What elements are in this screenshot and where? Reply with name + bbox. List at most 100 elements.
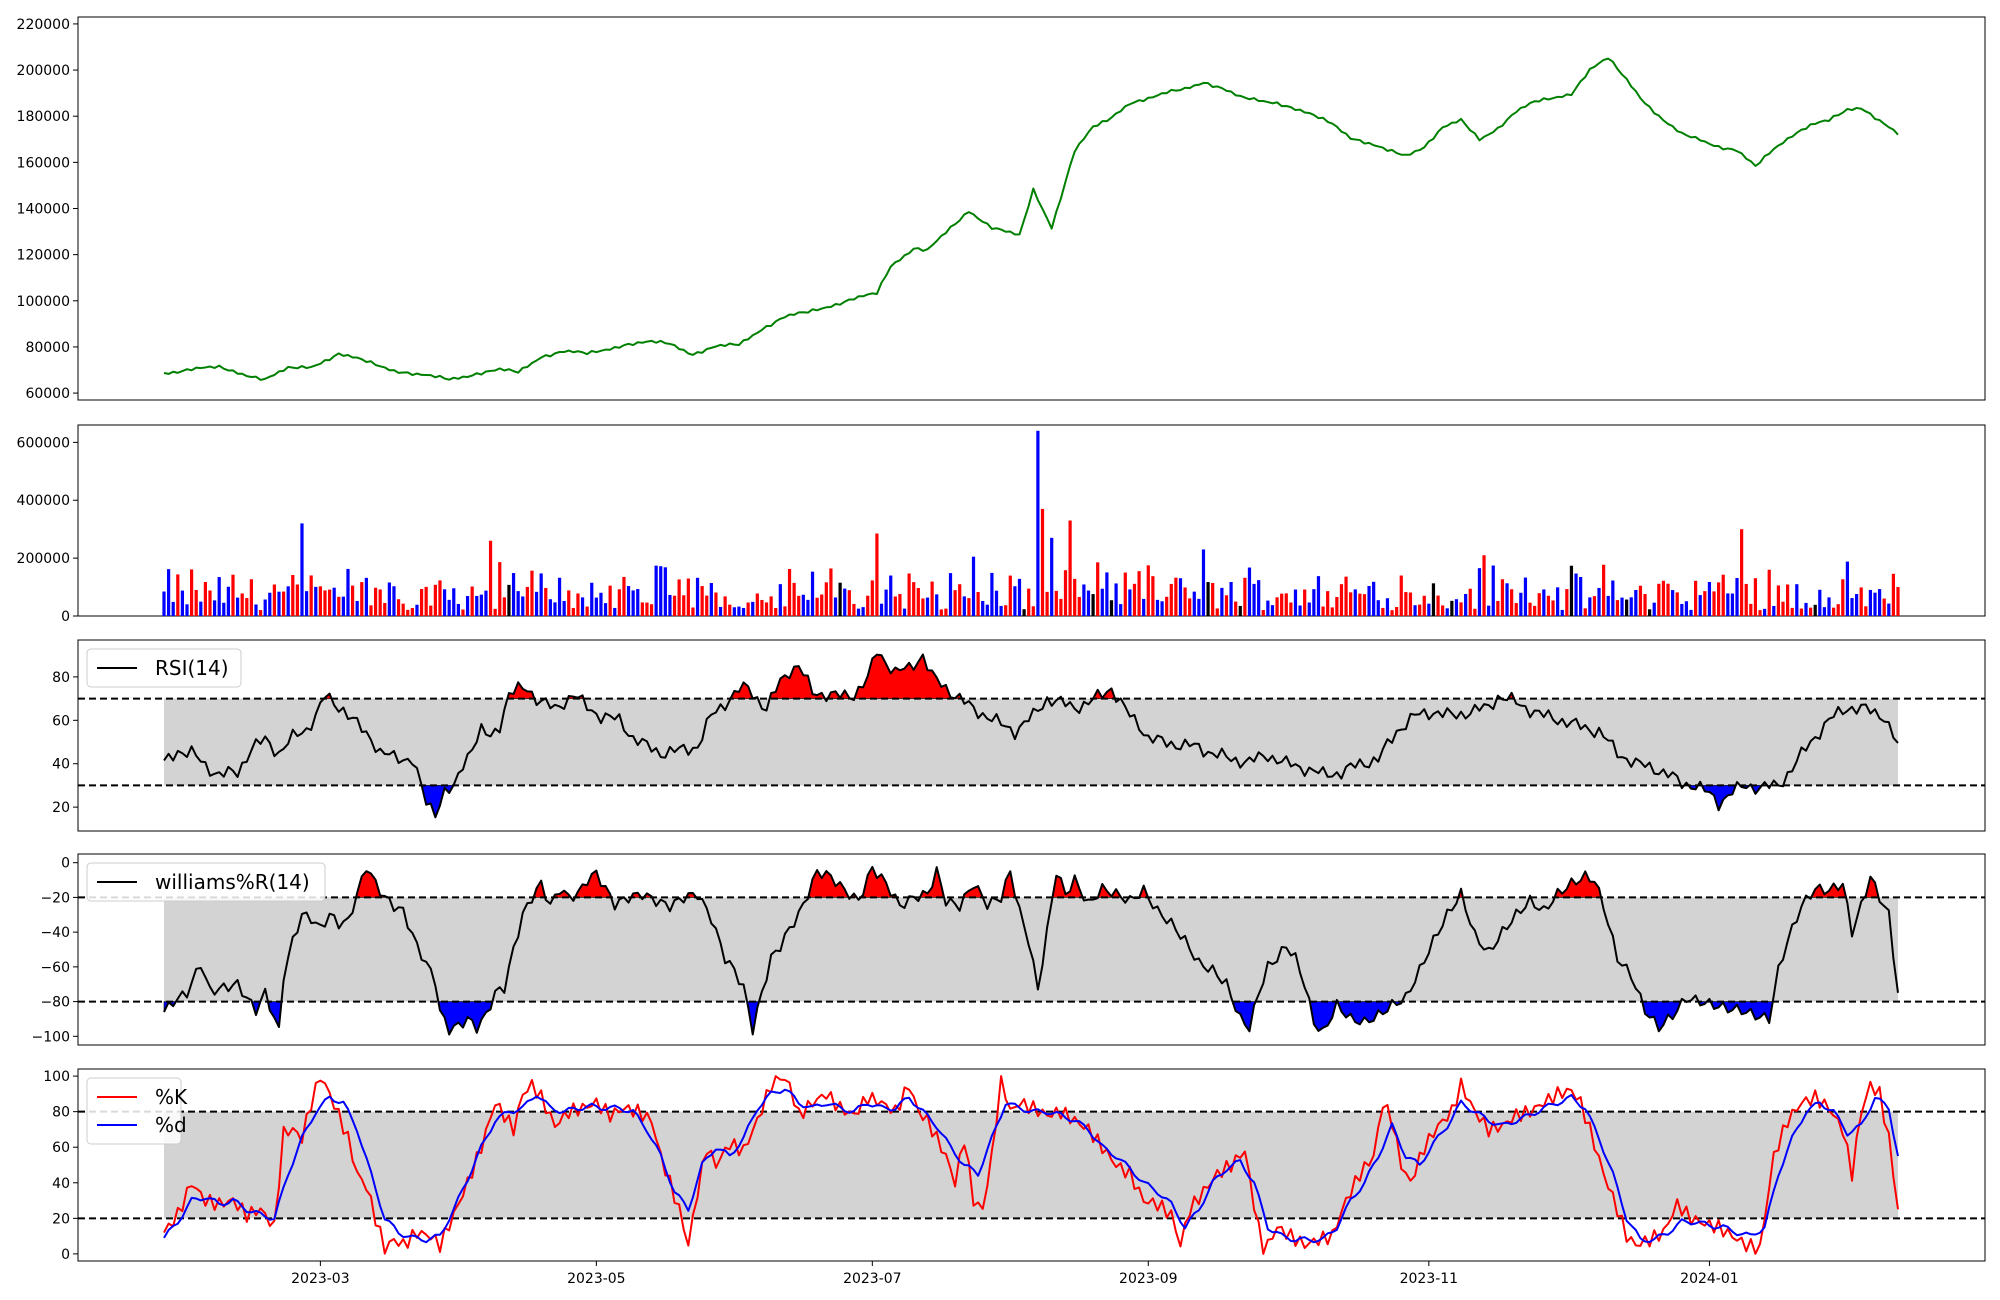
volume-bar bbox=[465, 596, 470, 616]
volume-bar bbox=[194, 589, 198, 616]
volume-bar bbox=[599, 592, 603, 616]
volume-bar bbox=[1022, 609, 1026, 616]
x-tick-label: 2023-11 bbox=[1400, 1271, 1459, 1287]
panel-1-ytick-label: 400000 bbox=[17, 493, 70, 509]
volume-bar bbox=[1790, 607, 1794, 616]
panel-2-ytick-label: 80 bbox=[52, 670, 70, 686]
volume-bar bbox=[912, 582, 916, 616]
volume-bar bbox=[337, 596, 341, 616]
volume-bar bbox=[350, 585, 355, 616]
volume-bar bbox=[475, 595, 479, 616]
volume-bar bbox=[442, 589, 447, 616]
volume-bar bbox=[1730, 593, 1735, 616]
volume-bar bbox=[488, 540, 493, 616]
volume-bar bbox=[714, 592, 718, 616]
volume-bar bbox=[718, 606, 723, 616]
volume-bar bbox=[240, 593, 244, 616]
volume-bar bbox=[249, 579, 253, 616]
volume-bar bbox=[1234, 601, 1238, 616]
volume-bar bbox=[935, 594, 939, 616]
volume-bar bbox=[622, 576, 626, 616]
volume-bar bbox=[1362, 594, 1367, 616]
volume-bar bbox=[281, 591, 286, 616]
volume-bar bbox=[521, 596, 525, 616]
volume-bar bbox=[493, 608, 497, 616]
volume-bar bbox=[1385, 598, 1390, 616]
legend-label: RSI(14) bbox=[155, 656, 229, 680]
volume-bar bbox=[1832, 607, 1836, 616]
volume-bar bbox=[806, 599, 810, 616]
volume-bar bbox=[663, 567, 667, 616]
volume-bar bbox=[1132, 583, 1137, 616]
volume-bar bbox=[948, 573, 953, 616]
volume-bar bbox=[1192, 591, 1196, 616]
panel-2-band bbox=[164, 698, 1898, 786]
volume-bar bbox=[1257, 580, 1261, 616]
volume-bar bbox=[981, 600, 985, 616]
volume-bar bbox=[304, 591, 309, 616]
volume-bar bbox=[879, 603, 884, 616]
volume-bar bbox=[778, 584, 782, 616]
volume-bar bbox=[1321, 606, 1325, 616]
volume-bar bbox=[1399, 575, 1403, 616]
volume-bar bbox=[847, 590, 851, 616]
volume-bar bbox=[939, 609, 943, 616]
volume-bar bbox=[1799, 608, 1804, 616]
volume-bar bbox=[553, 602, 557, 616]
volume-bar bbox=[580, 597, 585, 616]
volume-bar bbox=[1146, 565, 1150, 616]
volume-bar bbox=[180, 590, 185, 616]
volume-bar bbox=[1054, 590, 1058, 616]
volume-bar bbox=[1312, 589, 1316, 616]
volume-bar bbox=[723, 596, 727, 616]
volume-bar bbox=[1372, 581, 1376, 616]
volume-bar bbox=[1165, 596, 1169, 616]
volume-bar bbox=[208, 590, 212, 616]
volume-bar bbox=[861, 607, 865, 616]
volume-bar bbox=[1183, 587, 1187, 616]
volume-bar bbox=[1224, 595, 1229, 616]
volume-bar bbox=[1266, 600, 1270, 616]
volume-bar bbox=[958, 584, 962, 616]
volume-bar bbox=[1859, 587, 1863, 616]
volume-bar bbox=[1404, 592, 1408, 616]
volume-bar bbox=[1390, 610, 1394, 616]
volume-bar bbox=[1648, 609, 1652, 616]
volume-bar bbox=[166, 569, 171, 616]
volume-bar bbox=[548, 599, 552, 616]
volume-bar bbox=[360, 582, 364, 616]
volume-bar bbox=[1629, 597, 1633, 616]
volume-bar bbox=[792, 582, 796, 616]
volume-bar bbox=[314, 586, 318, 616]
volume-bar bbox=[217, 577, 221, 616]
volume-bar bbox=[1491, 565, 1495, 616]
volume-bar bbox=[1050, 537, 1054, 616]
volume-bar bbox=[1546, 595, 1551, 616]
volume-bar bbox=[254, 604, 258, 616]
volume-bar bbox=[277, 591, 281, 616]
volume-bar bbox=[1155, 599, 1160, 616]
volume-bar bbox=[1496, 600, 1500, 616]
volume-bar bbox=[1427, 603, 1431, 616]
volume-bar bbox=[1588, 597, 1592, 616]
volume-bar bbox=[1882, 598, 1886, 616]
volume-bar bbox=[1395, 607, 1399, 616]
volume-bar bbox=[608, 585, 612, 616]
volume-bar bbox=[820, 594, 824, 616]
volume-bar bbox=[645, 602, 649, 616]
volume-bar bbox=[1776, 585, 1781, 616]
volume-bar bbox=[962, 596, 966, 616]
panel-3-ytick-label: −20 bbox=[40, 890, 70, 906]
panel-3-ytick-label: −100 bbox=[32, 1029, 70, 1045]
volume-bar bbox=[1040, 508, 1045, 616]
legend-label: %d bbox=[155, 1113, 187, 1137]
volume-bar bbox=[1749, 603, 1753, 616]
panel-4-ytick-label: 60 bbox=[52, 1140, 70, 1156]
volume-bar bbox=[1188, 598, 1192, 616]
volume-bar bbox=[235, 597, 240, 616]
panel-3-ytick-label: 0 bbox=[61, 856, 70, 872]
volume-bar bbox=[429, 605, 433, 616]
volume-bar bbox=[1767, 569, 1771, 616]
volume-bar bbox=[1841, 579, 1845, 616]
panel-0-ytick-label: 100000 bbox=[17, 294, 70, 310]
